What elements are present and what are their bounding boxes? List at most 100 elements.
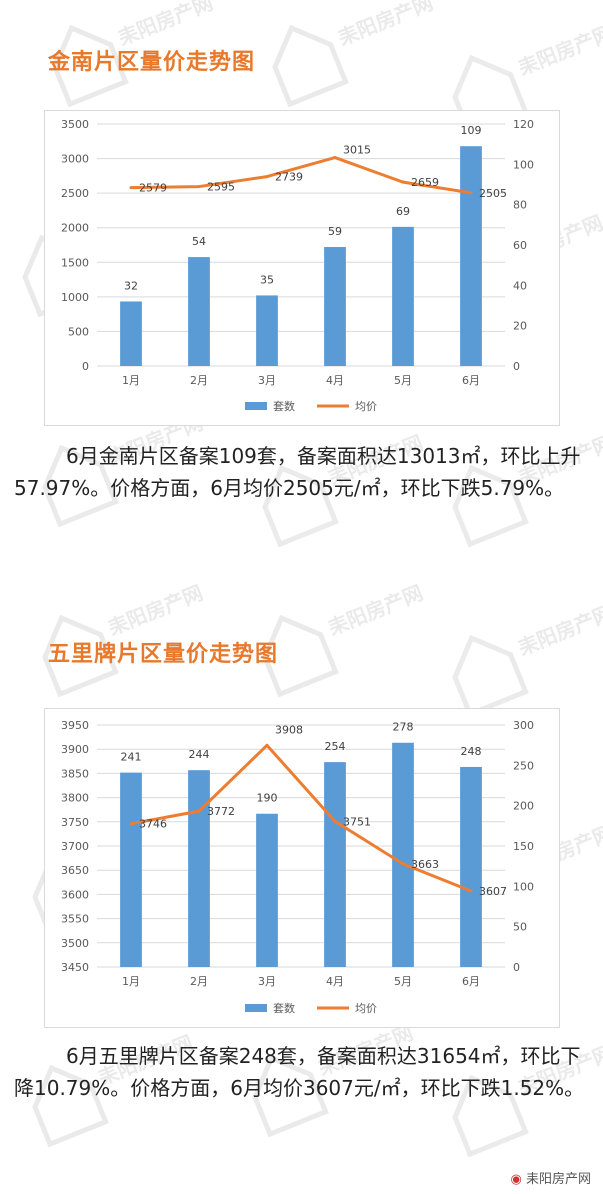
line-data-label: 3663 xyxy=(411,858,439,871)
bar-data-label: 254 xyxy=(325,740,346,753)
line-data-label: 3015 xyxy=(343,144,371,157)
chart-2: 3450 3500 3550 3600 3650 3700 3750 3800 3850 3900… xyxy=(61,719,534,1015)
x-tick-label: 1月 xyxy=(122,374,140,387)
weibo-icon: ◉ xyxy=(510,1172,522,1187)
line-point xyxy=(469,191,473,195)
section-2-title: 五里牌片区量价走势图 xyxy=(48,642,279,667)
line-series xyxy=(130,743,472,893)
line-data-label: 2505 xyxy=(479,187,507,200)
watermark-text: 耒阳房产网 xyxy=(335,0,437,50)
left-tick-label: 3550 xyxy=(61,913,89,926)
line-data-label: 3772 xyxy=(207,805,235,818)
right-tick-label: 60 xyxy=(513,239,527,252)
legend-bar-swatch xyxy=(245,1004,267,1012)
right-tick-label: 20 xyxy=(513,320,527,333)
line-point xyxy=(401,862,405,866)
house-watermark-icon: 耒阳房产网 xyxy=(42,580,207,698)
right-tick-label: 120 xyxy=(513,118,534,131)
right-tick-label: 150 xyxy=(513,840,534,853)
house-watermark-icon: 耒阳房产网 xyxy=(262,580,427,698)
x-tick-label: 2月 xyxy=(190,975,208,988)
x-tick-label: 4月 xyxy=(326,975,344,988)
bar xyxy=(324,247,346,366)
left-tick-label: 2000 xyxy=(61,222,89,235)
bar-data-label: 248 xyxy=(461,745,482,758)
line-data-label: 2579 xyxy=(139,182,167,195)
bar xyxy=(460,766,482,967)
chart-2-container: 3450 3500 3550 3600 3650 3700 3750 3800 3850 3900… xyxy=(44,708,560,1028)
right-tick-label: 100 xyxy=(513,880,534,893)
bar xyxy=(120,301,142,366)
watermark-text: 耒阳房产网 xyxy=(515,20,603,80)
left-tick-label: 3850 xyxy=(61,767,89,780)
right-tick-label: 200 xyxy=(513,800,534,813)
line-data-label: 3607 xyxy=(479,885,507,898)
bar-data-label: 69 xyxy=(396,205,410,218)
legend-line-label: 均价 xyxy=(355,400,377,413)
bar xyxy=(256,295,278,366)
chart-1: 0 500 1000 1500 2000 2500 3000 3500 0 20 40 60 80 100… xyxy=(61,118,534,413)
line-data-label: 3746 xyxy=(139,818,167,831)
legend-line-label: 均价 xyxy=(355,1002,377,1015)
section-1-paragraph: 6月金南片区备案109套，备案面积达13013㎡，环比上升57.97%。价格方面… xyxy=(14,444,581,500)
left-tick-label: 3650 xyxy=(61,864,89,877)
x-tick-label: 6月 xyxy=(462,975,480,988)
bar-data-label: 278 xyxy=(393,721,414,734)
left-tick-label: 3700 xyxy=(61,840,89,853)
bar-data-label: 35 xyxy=(260,273,274,286)
left-tick-label: 2500 xyxy=(61,187,89,200)
line-point xyxy=(401,180,405,184)
footer-brand-text: 耒阳房产网 xyxy=(525,1172,591,1187)
line-series xyxy=(130,156,472,195)
chart-1-container: 0 500 1000 1500 2000 2500 3000 3500 0 20 40 60 80 100… xyxy=(44,110,560,426)
x-tick-label: 4月 xyxy=(326,374,344,387)
right-tick-label: 100 xyxy=(513,158,534,171)
house-watermark-icon: 耒阳房产网 xyxy=(272,0,437,108)
section-2-paragraph: 6月五里牌片区备案248套，备案面积达31654㎡，环比下降10.79%。价格方… xyxy=(14,1044,585,1100)
line-point xyxy=(197,185,201,189)
line-data-label: 3751 xyxy=(343,815,371,828)
left-tick-label: 3950 xyxy=(61,719,89,732)
x-tick-label: 5月 xyxy=(394,975,412,988)
right-tick-label: 0 xyxy=(513,360,520,373)
bar xyxy=(460,146,482,366)
section-1-title: 金南片区量价走势图 xyxy=(48,50,256,75)
bar-data-label: 59 xyxy=(328,225,342,238)
x-tick-label: 3月 xyxy=(258,975,276,988)
line-point xyxy=(265,743,269,747)
house-shape xyxy=(272,24,349,108)
right-tick-label: 300 xyxy=(513,719,534,732)
footer-brand: ◉ 耒阳房产网 xyxy=(506,1167,595,1188)
bar xyxy=(188,770,210,967)
right-tick-label: 0 xyxy=(513,961,520,974)
watermark-text: 耒阳房产网 xyxy=(325,580,427,640)
left-tick-label: 3500 xyxy=(61,937,89,950)
x-tick-label: 3月 xyxy=(258,374,276,387)
x-tick-label: 1月 xyxy=(122,975,140,988)
watermark-text: 耒阳房产网 xyxy=(105,580,207,640)
left-tick-label: 3750 xyxy=(61,816,89,829)
bar-data-label: 190 xyxy=(257,792,278,805)
line-point xyxy=(197,809,201,813)
bar xyxy=(392,742,414,967)
left-tick-label: 3900 xyxy=(61,743,89,756)
bar-data-label: 54 xyxy=(192,235,206,248)
bar xyxy=(120,772,142,967)
watermark-text: 耒阳房产网 xyxy=(115,0,217,50)
left-tick-label: 0 xyxy=(82,360,89,373)
bar xyxy=(324,762,346,967)
house-shape xyxy=(452,634,529,718)
left-tick-label: 3500 xyxy=(61,118,89,131)
house-watermark-icon: 耒阳房产网 xyxy=(452,600,603,718)
x-tick-label: 5月 xyxy=(394,374,412,387)
bar-data-label: 244 xyxy=(189,748,210,761)
left-tick-label: 3450 xyxy=(61,961,89,974)
line-data-label: 3908 xyxy=(275,723,303,736)
right-tick-label: 80 xyxy=(513,199,527,212)
line-point xyxy=(333,156,337,160)
line-point xyxy=(129,186,133,190)
right-tick-label: 50 xyxy=(513,921,527,934)
left-tick-label: 500 xyxy=(68,325,89,338)
line-point xyxy=(265,175,269,179)
legend-bar-swatch xyxy=(245,402,267,410)
